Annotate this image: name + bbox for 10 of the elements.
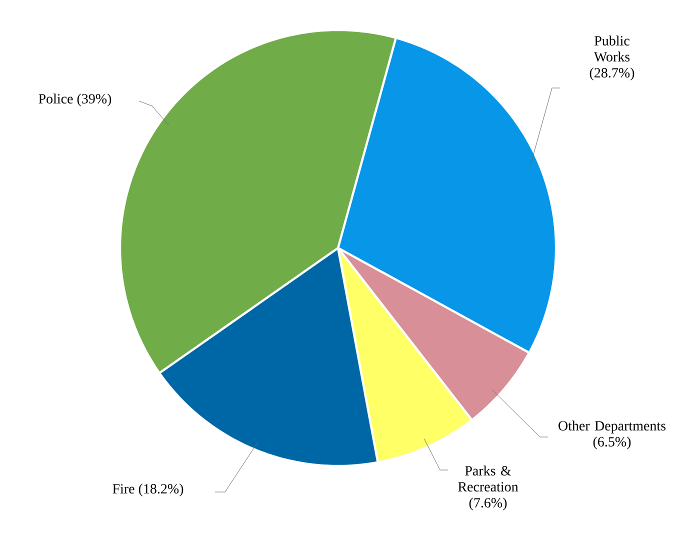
slice-label: Public Works <box>594 36 630 62</box>
slice-label: Fire <box>112 484 134 494</box>
data-label: (6.5%) <box>593 436 631 450</box>
data-label: (18.2%) <box>138 484 184 496</box>
data-label: (39%) <box>77 94 112 106</box>
slice-label: Police <box>38 94 73 104</box>
data-label: (7.6%) <box>469 498 507 510</box>
slice-label: Parks & Recreation <box>458 466 518 492</box>
data-label: (28.7%) <box>590 68 634 80</box>
slice-label: Other Departments <box>558 420 666 434</box>
